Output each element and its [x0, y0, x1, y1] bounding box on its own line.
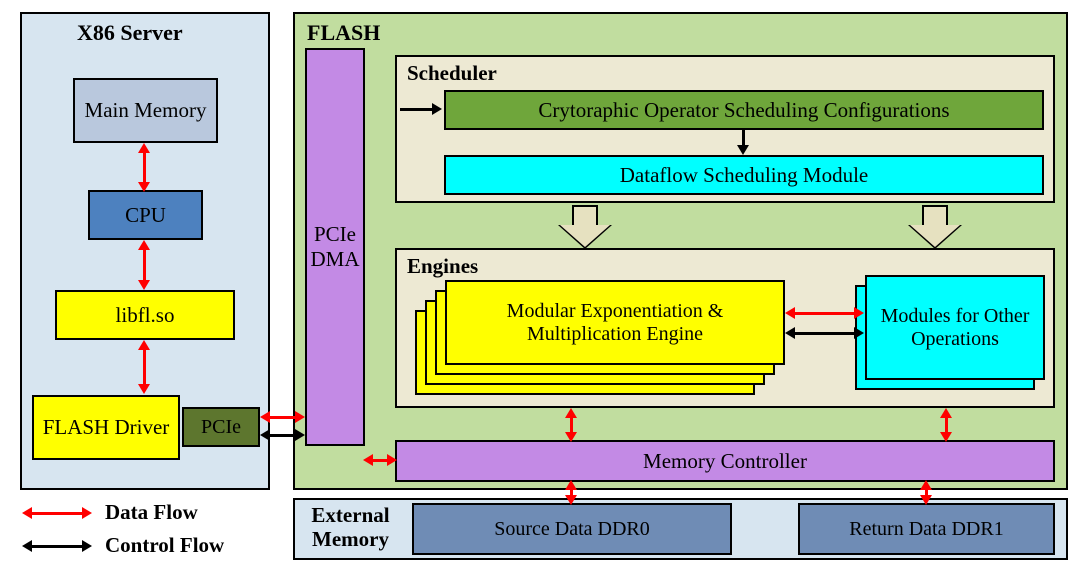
- cpu-label: CPU: [125, 203, 166, 228]
- libfl-label: libfl.so: [116, 303, 175, 328]
- mod-engine-stack: Modular Exponentiation & Multiplication …: [415, 280, 785, 398]
- arrowhead-icon: [785, 307, 795, 319]
- arrowhead-icon: [138, 340, 150, 350]
- arrowhead-icon: [22, 540, 32, 552]
- cpu-box: CPU: [88, 190, 203, 240]
- flash-title: FLASH: [307, 20, 380, 46]
- arrowhead-icon: [854, 327, 864, 339]
- arrowhead-icon: [260, 429, 270, 441]
- arrowhead-icon: [432, 103, 442, 115]
- arrowhead-icon: [138, 182, 150, 192]
- arrowhead-icon: [295, 429, 305, 441]
- main-memory-box: Main Memory: [73, 78, 218, 143]
- crypto-cfg-box: Crytoraphic Operator Scheduling Configur…: [444, 90, 1044, 130]
- pcie-dma-box: PCIe DMA: [305, 48, 365, 446]
- arrowhead-icon: [138, 280, 150, 290]
- arrowhead-icon: [737, 145, 749, 155]
- legend-data-flow-line: [30, 512, 85, 515]
- libfl-box: libfl.so: [55, 290, 235, 340]
- ext-mem-title: External Memory: [303, 503, 398, 551]
- flash-driver-box: FLASH Driver: [32, 395, 180, 460]
- arrowhead-icon: [940, 408, 952, 418]
- arrow-libfl-driver: [143, 347, 146, 387]
- arrowhead-icon: [138, 384, 150, 394]
- pcie-label: PCIe: [201, 416, 241, 439]
- other-ops-stack: Modules for Other Operations: [855, 275, 1055, 395]
- legend-data-flow-label: Data Flow: [105, 500, 198, 525]
- mod-engine-label: Modular Exponentiation & Multiplication …: [451, 300, 779, 346]
- arrow-pcie-dma-black: [268, 434, 298, 437]
- main-memory-label: Main Memory: [85, 98, 207, 123]
- ddr1-box: Return Data DDR1: [798, 503, 1055, 555]
- crypto-cfg-label: Crytoraphic Operator Scheduling Configur…: [538, 98, 949, 123]
- pcie-box: PCIe: [182, 407, 260, 447]
- arrowhead-icon: [920, 480, 932, 490]
- block-arrow-right: [910, 205, 960, 247]
- memory-controller-label: Memory Controller: [643, 449, 807, 474]
- arrowhead-icon: [387, 454, 397, 466]
- arrow-dma-scheduler: [400, 108, 435, 111]
- arrowhead-icon: [940, 432, 952, 442]
- pcie-dma-label: PCIe DMA: [307, 222, 363, 272]
- arrowhead-icon: [82, 507, 92, 519]
- other-ops-label: Modules for Other Operations: [871, 305, 1039, 351]
- arrowhead-icon: [565, 495, 577, 505]
- memory-controller-box: Memory Controller: [395, 440, 1055, 482]
- block-arrow-left: [560, 205, 610, 247]
- arrowhead-icon: [854, 307, 864, 319]
- scheduler-title: Scheduler: [407, 61, 497, 86]
- arrowhead-icon: [920, 495, 932, 505]
- legend-control-flow-line: [30, 545, 85, 548]
- arrowhead-icon: [138, 240, 150, 250]
- arrowhead-icon: [363, 454, 373, 466]
- arrow-pcie-dma-red: [268, 416, 298, 419]
- arrow-engines-other-red: [793, 312, 857, 315]
- arrow-cpu-libfl: [143, 247, 146, 283]
- ddr0-box: Source Data DDR0: [412, 503, 732, 555]
- arrowhead-icon: [565, 408, 577, 418]
- legend-control-flow-label: Control Flow: [105, 533, 224, 558]
- arrowhead-icon: [22, 507, 32, 519]
- dataflow-mod-box: Dataflow Scheduling Module: [444, 155, 1044, 195]
- engines-title: Engines: [407, 254, 478, 279]
- arrowhead-icon: [260, 411, 270, 423]
- arrowhead-icon: [82, 540, 92, 552]
- arrowhead-icon: [295, 411, 305, 423]
- ddr1-label: Return Data DDR1: [849, 518, 1003, 541]
- arrowhead-icon: [785, 327, 795, 339]
- flash-driver-label: FLASH Driver: [43, 415, 170, 440]
- arrowhead-icon: [565, 432, 577, 442]
- arrow-memory-cpu: [143, 150, 146, 185]
- x86-title: X86 Server: [77, 20, 183, 46]
- arrowhead-icon: [138, 143, 150, 153]
- arrow-engines-other-black: [793, 332, 857, 335]
- arrowhead-icon: [565, 480, 577, 490]
- ddr0-label: Source Data DDR0: [494, 518, 650, 541]
- dataflow-mod-label: Dataflow Scheduling Module: [620, 163, 868, 188]
